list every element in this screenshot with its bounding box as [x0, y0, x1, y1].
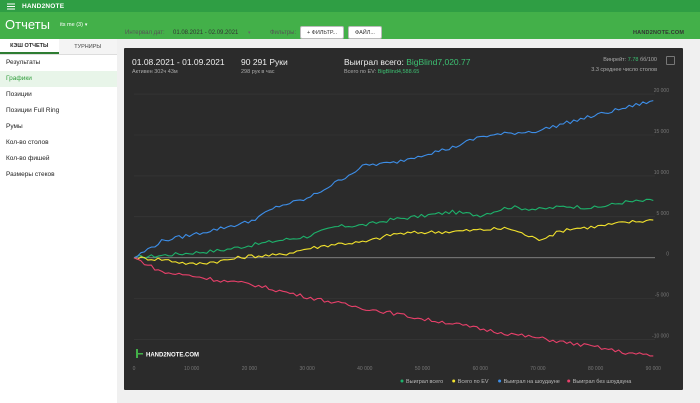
report-tabs: КЭШ ОТЧЕТЫ ТУРНИРЫ — [0, 39, 117, 55]
sidebar-item-rooms[interactable]: Румы — [6, 123, 23, 130]
winrate-label: Винрейт: — [603, 57, 627, 63]
ev-value: BigBlind4,588.65 — [377, 69, 420, 75]
x-tick-label: 0 — [133, 366, 136, 372]
y-tick-label: 20 000 — [654, 88, 670, 94]
sidebar-item-positions-full-ring[interactable]: Позиции Full Ring — [6, 107, 60, 114]
report-nav: Результаты Графики Позиции Позиции Full … — [0, 55, 117, 183]
x-tick-label: 10 000 — [184, 366, 200, 372]
series-line — [133, 198, 654, 259]
graph-panel: 0 10 000 20 000 30 000 40 000 50 000 60 000 70 … — [124, 48, 683, 390]
legend-label: Выиграл всего — [406, 379, 443, 385]
legend-label: Всего по EV — [458, 379, 489, 385]
chevron-down-icon: ▾ — [84, 22, 88, 28]
total-won-value: BigBlind7,020.77 — [406, 57, 471, 67]
summary-total-won: Выиграл всего: BigBlind7,020.77 — [344, 57, 470, 67]
app-topbar: HAND2NOTE — [0, 0, 700, 12]
x-tick-label: 30 000 — [299, 366, 315, 372]
profile-selector[interactable]: its me (3) ▾ — [60, 22, 87, 28]
menu-icon[interactable] — [0, 0, 22, 12]
summary-winrate: Винрейт: 7.78 бб/100 — [603, 57, 657, 63]
chart-watermark: HAND2NOTE.COM — [136, 349, 199, 359]
sidebar-item-stack-sizes[interactable]: Размеры стеков — [6, 171, 55, 178]
sidebar-item-results[interactable]: Результаты — [6, 59, 41, 66]
watermark-logo-bar — [136, 353, 143, 355]
filters-label: Фильтры: — [270, 30, 297, 36]
legend-marker — [567, 379, 571, 383]
hand2note-logo-icon — [623, 28, 631, 37]
legend-label: Выиграл без шоудауна — [573, 379, 633, 385]
x-tick-label: 80 000 — [588, 366, 604, 372]
y-tick-label: -10 000 — [652, 334, 669, 340]
sidebar-item-fish-count[interactable]: Кол-во фишей — [6, 155, 50, 162]
x-tick-label: 70 000 — [530, 366, 546, 372]
y-tick-label: 0 — [666, 252, 669, 258]
results-chart: 0 10 000 20 000 30 000 40 000 50 000 60 000 70 … — [133, 88, 670, 385]
y-tick-label: 10 000 — [654, 170, 670, 176]
legend-marker — [400, 379, 404, 383]
y-tick-label: 15 000 — [654, 129, 670, 135]
profile-label: its me (3) — [60, 22, 83, 28]
page-title: Отчеты — [5, 17, 50, 32]
sidebar: КЭШ ОТЧЕТЫ ТУРНИРЫ Результаты Графики По… — [0, 39, 117, 403]
y-tick-label: 5 000 — [656, 211, 669, 217]
tab-tournaments[interactable]: ТУРНИРЫ — [58, 39, 117, 54]
summary-avg-tables: 3.3 среднее число столов — [591, 67, 657, 73]
x-tick-label: 40 000 — [357, 366, 373, 372]
winrate-value: 7.78 — [627, 57, 639, 63]
legend-marker — [498, 379, 502, 383]
series-line — [133, 100, 654, 259]
legend-label: Выиграл на шоудауне — [504, 379, 560, 385]
hand2note-logo-text: HAND2NOTE.COM — [633, 29, 685, 36]
legend-marker — [452, 379, 456, 383]
summary-period: 01.08.2021 - 01.09.2021 — [132, 57, 225, 67]
total-won-label: Выиграл всего: — [344, 57, 404, 67]
add-filter-button[interactable]: + ФИЛЬТР... — [300, 26, 344, 39]
watermark-text: HAND2NOTE.COM — [146, 353, 199, 359]
report-toolbar: Интервал дат: 01.08.2021 - 02.09.2021 ▾ … — [117, 23, 700, 47]
hand2note-logo: HAND2NOTE.COM — [623, 28, 684, 37]
x-tick-label: 60 000 — [473, 366, 489, 372]
sidebar-item-graphs[interactable]: Графики — [0, 71, 117, 87]
date-interval-label: Интервал дат: — [125, 30, 165, 36]
sidebar-item-positions[interactable]: Позиции — [6, 91, 32, 98]
app-brand: HAND2NOTE — [22, 2, 65, 10]
summary-ev: Всего по EV: BigBlind4,588.65 — [344, 69, 419, 75]
sidebar-item-table-count[interactable]: Кол-во столов — [6, 139, 49, 146]
summary-hands: 90 291 Руки — [241, 57, 288, 67]
x-tick-label: 90 000 — [646, 366, 662, 372]
x-tick-label: 50 000 — [415, 366, 431, 372]
winrate-unit: бб/100 — [639, 57, 657, 63]
summary-hands-per-hour: 298 рук в час — [241, 69, 275, 75]
copy-icon[interactable] — [666, 56, 675, 65]
summary-active-time: Активен 302ч 43м — [132, 69, 178, 75]
file-button[interactable]: ФАЙЛ... — [348, 26, 382, 39]
date-interval-select[interactable]: 01.08.2021 - 02.09.2021 — [173, 30, 239, 36]
chevron-down-icon[interactable]: ▾ — [248, 30, 251, 36]
tab-cash-reports[interactable]: КЭШ ОТЧЕТЫ — [0, 39, 59, 54]
y-tick-label: -5 000 — [655, 293, 669, 299]
x-tick-label: 20 000 — [242, 366, 258, 372]
ev-label: Всего по EV: — [344, 69, 377, 75]
series-line — [133, 257, 654, 357]
series-line — [133, 219, 654, 266]
